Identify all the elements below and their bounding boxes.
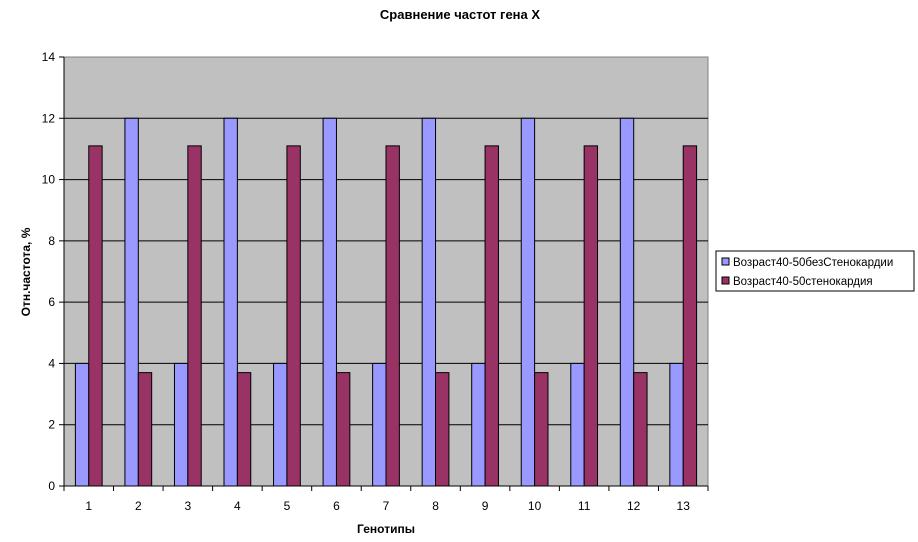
y-tick-label: 6 [48, 295, 55, 309]
bar-series-0 [421, 117, 437, 487]
y-tick-label: 14 [42, 50, 56, 64]
legend-box [715, 250, 915, 292]
y-tick-label: 2 [48, 418, 55, 432]
bar-series-1 [335, 372, 351, 487]
x-tick-label: 3 [185, 499, 192, 513]
legend-label-0: Возраст40-50безСтенокардии [733, 257, 893, 269]
bar-series-0 [173, 362, 189, 487]
bar-series-0 [74, 362, 90, 487]
bar-series-0 [223, 117, 238, 487]
bar-series-1 [88, 145, 103, 487]
x-tick-label: 12 [627, 499, 641, 513]
chart-title: Сравнение частот гена Х [380, 7, 540, 22]
y-tick-label: 10 [42, 173, 56, 187]
x-tick-label: 2 [135, 499, 142, 513]
legend-swatch-0 [721, 257, 730, 266]
y-tick-label: 0 [48, 479, 55, 493]
legend-label-1: Возраст40-50стенокардия [733, 276, 873, 288]
bar-series-1 [286, 145, 301, 487]
x-axis: 1 2 3 4 5 6 7 8 9 10 11 12 13 [63, 485, 709, 513]
bar-series-0 [124, 117, 139, 487]
y-tick-label: 4 [48, 356, 55, 370]
legend: Возраст40-50безСтенокардии Возраст40-50с… [715, 250, 915, 292]
bar-series-0 [520, 117, 536, 487]
x-tick-label: 13 [677, 499, 691, 513]
bar-series-1 [534, 372, 549, 487]
bar-series-1 [682, 145, 698, 487]
bar-series-1 [435, 372, 450, 487]
x-tick-label: 9 [482, 499, 489, 513]
y-axis-label: Отн.частота, % [19, 227, 33, 316]
bar-series-1 [137, 372, 153, 487]
x-tick-label: 8 [432, 499, 439, 513]
bar-series-1 [633, 372, 648, 487]
y-tick-label: 8 [48, 234, 55, 248]
bar-series-1 [187, 145, 202, 487]
x-tick-label: 11 [578, 499, 591, 513]
bar-series-0 [669, 362, 684, 487]
bars [74, 117, 698, 487]
bar-series-0 [372, 362, 387, 487]
bar-series-0 [322, 117, 337, 487]
bar-series-1 [236, 372, 252, 487]
x-tick-label: 4 [234, 499, 241, 513]
x-tick-label: 7 [383, 499, 390, 513]
y-tick-label: 12 [42, 111, 56, 125]
bar-series-0 [619, 117, 635, 487]
bar-series-0 [570, 362, 585, 487]
x-tick-label: 6 [333, 499, 340, 513]
bar-series-0 [471, 362, 486, 487]
x-tick-label: 1 [85, 499, 92, 513]
legend-swatch-1 [721, 276, 730, 285]
bar-series-1 [385, 145, 400, 487]
bar-series-0 [273, 362, 288, 487]
bar-series-1 [583, 145, 599, 487]
x-axis-label: Генотипы [357, 522, 415, 536]
x-tick-label: 5 [284, 499, 291, 513]
y-axis: 0 2 4 6 8 10 12 14 [42, 50, 65, 493]
bar-series-1 [484, 145, 499, 487]
x-tick-label: 10 [528, 499, 542, 513]
